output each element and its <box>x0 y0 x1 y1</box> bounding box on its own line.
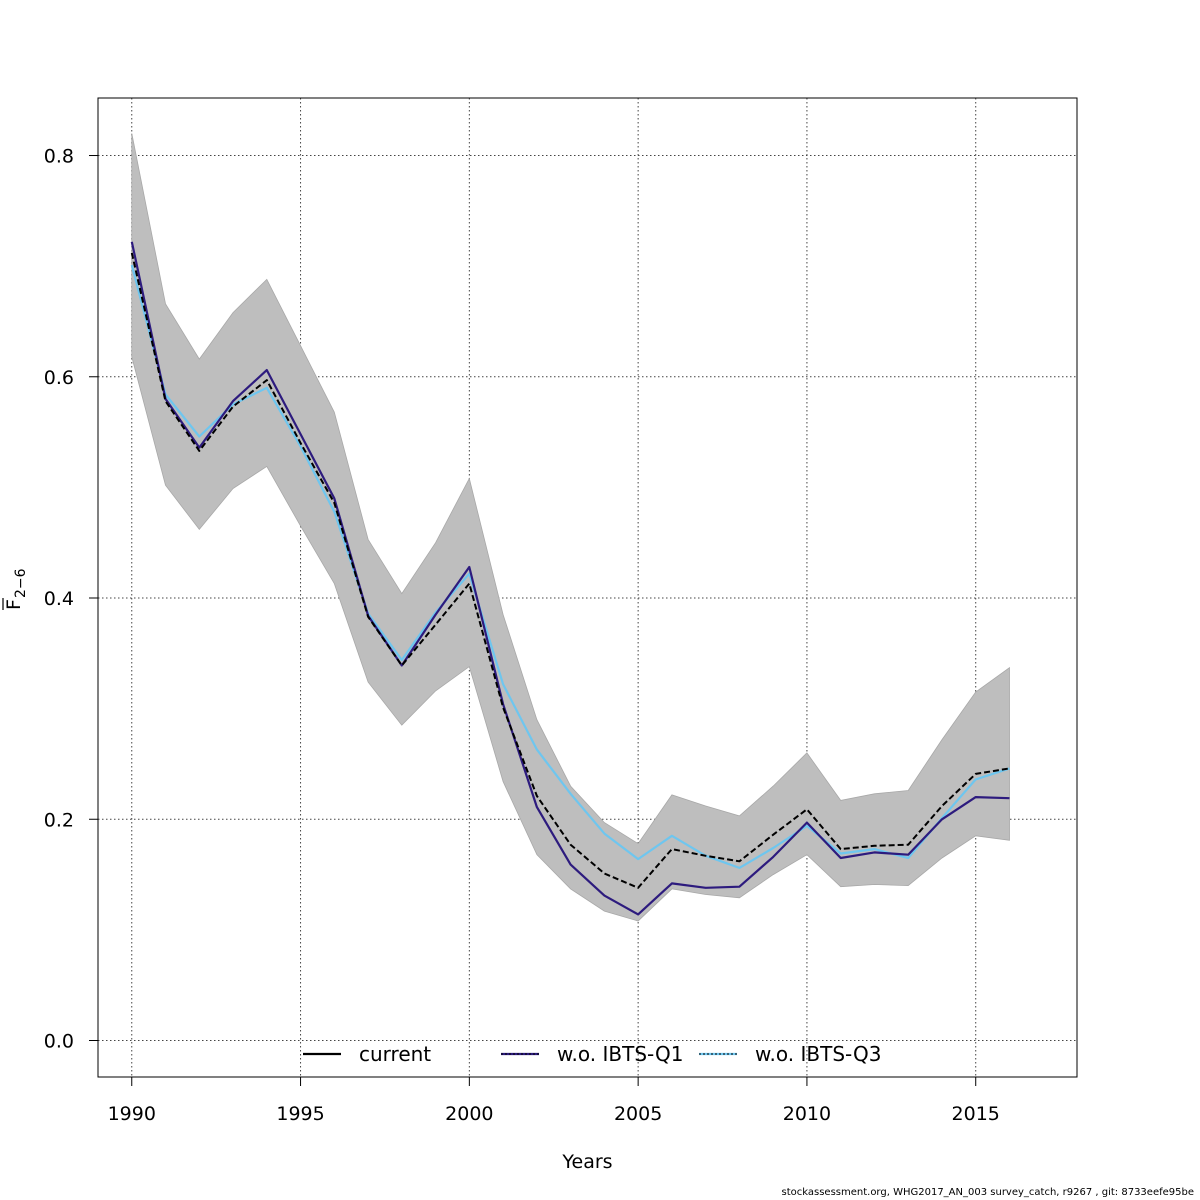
x-axis-title: Years <box>561 1151 612 1173</box>
y-tick-label: 0.2 <box>44 809 74 831</box>
x-tick-label: 2000 <box>445 1103 493 1125</box>
y-axis-title: F 2−6 <box>2 568 29 610</box>
x-tick-label: 1990 <box>108 1103 156 1125</box>
legend-label-w-o-ibts-q1: w.o. IBTS-Q1 <box>557 1042 683 1066</box>
x-tick-label: 2005 <box>614 1103 662 1125</box>
series-lines <box>130 241 1010 916</box>
y-tick-label: 0.8 <box>44 146 74 168</box>
y-axis: 0.0 0.2 0.4 0.6 0.8 <box>44 146 98 1052</box>
x-tick-label: 2015 <box>952 1103 1000 1125</box>
series-line-current <box>130 252 1010 889</box>
x-tick-label: 2010 <box>783 1103 831 1125</box>
plot-frame <box>97 97 1078 1078</box>
x-tick-label: 1995 <box>276 1103 324 1125</box>
y-tick-label: 0.6 <box>44 367 74 389</box>
x-axis: 1990 1995 2000 2005 2010 2015 <box>108 1077 1000 1125</box>
legend-label-w-o-ibts-q3: w.o. IBTS-Q3 <box>755 1042 881 1066</box>
series-line-w-o-ibts-q1 <box>130 241 1010 916</box>
grid-lines <box>98 98 1077 1077</box>
y-tick-label: 0.4 <box>44 588 74 610</box>
y-axis-title-main: F <box>3 599 25 610</box>
footer-credit: stockassessment.org, WHG2017_AN_003 surv… <box>781 1187 1195 1198</box>
legend-label-current: current <box>359 1042 431 1066</box>
series-line-w-o-ibts-q3 <box>130 264 1010 870</box>
y-axis-title-subscript: 2−6 <box>13 568 29 598</box>
legend: current w.o. IBTS-Q1 w.o. IBTS-Q3 <box>303 1042 881 1066</box>
confidence-band <box>131 133 1010 922</box>
y-tick-label: 0.0 <box>44 1030 74 1052</box>
